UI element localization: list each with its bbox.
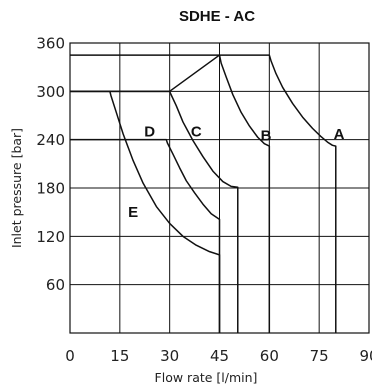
x-tick-label: 30 [160,347,179,365]
curve-label-a: A [334,126,345,143]
x-axis-label: Flow rate [l/min] [155,370,258,385]
y-tick-labels: 60 120 180 240 300 360 [36,35,65,295]
y-tick-label: 360 [36,35,65,53]
x-tick-labels: 0 15 30 45 60 75 90 [65,347,372,365]
curve-labels: A B C D E [128,124,345,222]
series-line-d [70,138,221,333]
y-tick-label: 60 [46,276,65,294]
chart-title: SDHE - AC [179,8,255,25]
series-group [70,54,337,333]
curve-label-d: D [144,124,155,141]
y-tick-label: 300 [36,83,65,101]
series-line-c [70,90,239,333]
y-axis-label: Inlet pressure [bar] [9,128,24,248]
curve-label-b: B [261,128,272,145]
x-tick-label: 45 [210,347,229,365]
curve-label-e: E [128,204,138,221]
x-tick-label: 90 [359,347,372,365]
y-tick-label: 120 [36,228,65,246]
x-tick-label: 0 [65,347,75,365]
x-tick-label: 75 [310,347,329,365]
y-tick-label: 240 [36,131,65,149]
series-line-b [70,54,271,333]
x-tick-label: 15 [110,347,129,365]
x-tick-label: 60 [260,347,279,365]
series-line-a [70,54,337,333]
y-tick-label: 180 [36,180,65,198]
curve-label-c: C [191,124,202,141]
series-line-e [70,90,221,333]
